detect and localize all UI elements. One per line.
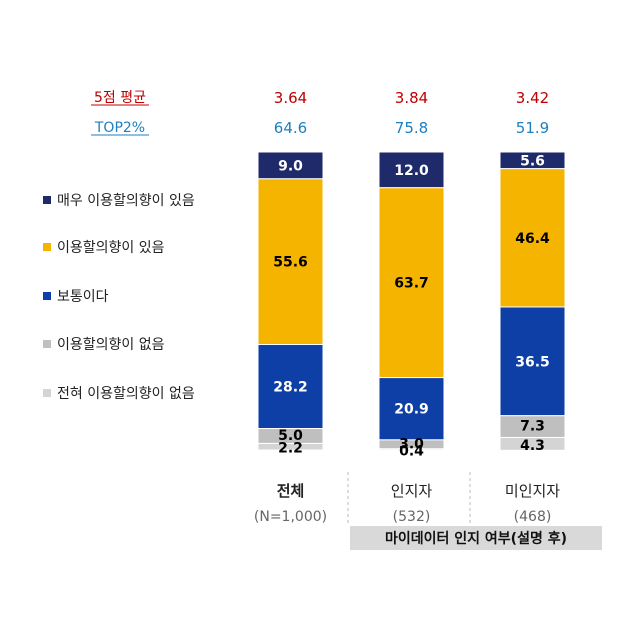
data-label: 36.5 bbox=[515, 354, 550, 370]
data-label: 4.3 bbox=[520, 438, 545, 454]
data-label: 2.2 bbox=[278, 441, 303, 457]
legend-label: 이용할의향이 있음 bbox=[57, 240, 165, 256]
stat-value: 64.6 bbox=[274, 119, 307, 137]
category-label: 미인지자 bbox=[505, 482, 560, 500]
category-label: 전체 bbox=[277, 482, 305, 500]
category-label: 인지자 bbox=[391, 482, 433, 500]
category-n-label: (N=1,000) bbox=[254, 509, 327, 525]
legend-swatch bbox=[43, 292, 51, 300]
stat-value: 51.9 bbox=[516, 119, 549, 137]
bar-segment bbox=[499, 168, 566, 308]
data-label: 46.4 bbox=[515, 231, 550, 247]
stat-label: 5점 평균 bbox=[94, 90, 146, 106]
bar-segment bbox=[378, 151, 445, 189]
legend-swatch bbox=[43, 340, 51, 348]
legend-label: 보통이다 bbox=[57, 289, 109, 305]
bar-segment bbox=[378, 377, 445, 441]
data-label: 55.6 bbox=[273, 255, 308, 271]
data-label: 20.9 bbox=[394, 402, 429, 418]
legend-swatch bbox=[43, 243, 51, 251]
legend-swatch bbox=[43, 196, 51, 204]
stat-value: 75.8 bbox=[395, 119, 428, 137]
stat-value: 3.84 bbox=[395, 89, 428, 107]
data-label: 12.0 bbox=[394, 163, 429, 179]
stat-value: 3.64 bbox=[274, 89, 307, 107]
bar-segment bbox=[378, 448, 445, 451]
data-label: 63.7 bbox=[394, 276, 429, 292]
category-n-label: (468) bbox=[514, 509, 552, 525]
stat-label: TOP2% bbox=[94, 120, 145, 136]
bar-segment bbox=[257, 178, 324, 346]
category-n-label: (532) bbox=[393, 509, 431, 525]
data-label: 9.0 bbox=[278, 158, 303, 174]
data-label: 5.0 bbox=[278, 428, 303, 444]
stat-value: 3.42 bbox=[516, 89, 549, 107]
legend-swatch bbox=[43, 389, 51, 397]
bar-segment bbox=[378, 187, 445, 379]
data-label: 28.2 bbox=[273, 380, 308, 396]
bar-segment bbox=[257, 442, 324, 451]
legend-label: 전혀 이용할의향이 없음 bbox=[57, 386, 195, 402]
data-label: 7.3 bbox=[520, 419, 545, 435]
legend-label: 이용할의향이 없음 bbox=[57, 337, 165, 353]
bar-segment bbox=[499, 436, 566, 451]
group-label: 마이데이터 인지 여부(설명 후) bbox=[350, 526, 602, 550]
legend-label: 매우 이용할의향이 있음 bbox=[57, 193, 195, 209]
data-label: 0.4 bbox=[399, 443, 424, 459]
data-label: 5.6 bbox=[520, 153, 545, 169]
bar-segment bbox=[257, 151, 324, 180]
bar-segment bbox=[257, 344, 324, 430]
